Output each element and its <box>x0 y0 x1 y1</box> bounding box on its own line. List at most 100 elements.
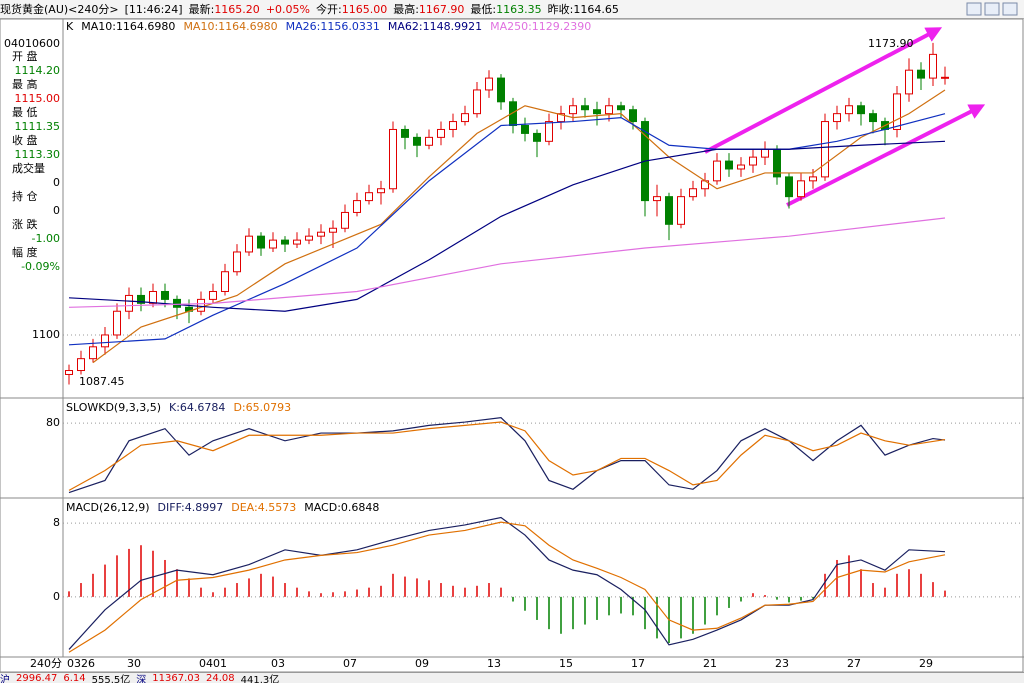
x-tick-label: 07 <box>343 657 357 670</box>
candle-body <box>929 53 937 79</box>
series-line <box>68 113 946 346</box>
candle-body <box>269 239 277 249</box>
legend-entry: MA250:1129.2390 <box>490 20 591 33</box>
status-bar: 沪 2996.47 6.14 555.5亿深 11367.03 24.08 441.3亿 <box>0 672 1024 683</box>
candle-body <box>905 69 913 95</box>
candle-body <box>149 290 157 304</box>
x-tick-label: 15 <box>559 657 573 670</box>
candle-body <box>305 235 313 241</box>
legend-entry: MA62:1148.9921 <box>388 20 482 33</box>
candle-body <box>317 231 325 237</box>
icon-button[interactable] <box>984 2 1000 16</box>
legend-entry: MA10:1164.6980 <box>81 20 175 33</box>
candle-body <box>401 128 409 138</box>
toolbar-icons[interactable] <box>966 2 1018 16</box>
series-line <box>68 516 946 650</box>
candle-body <box>209 290 217 300</box>
info-value: 0 <box>53 204 60 217</box>
field-label: 今开: <box>315 3 342 16</box>
candle-body <box>341 211 349 229</box>
legend-entry: DEA:4.5573 <box>231 501 296 514</box>
candle-body <box>485 77 493 91</box>
candle-body <box>833 113 841 123</box>
candle-body <box>77 358 85 372</box>
candle-body <box>197 298 205 312</box>
candle-body <box>869 113 877 123</box>
candle-body <box>113 310 121 336</box>
field-label: 最低: <box>470 3 497 16</box>
y-tick-label: 80 <box>46 416 60 429</box>
info-value: 0 <box>53 176 60 189</box>
info-label: 开 盘 <box>12 49 38 63</box>
candle-body <box>785 176 793 198</box>
x-tick-label: 03 <box>271 657 285 670</box>
x-tick-label: 13 <box>487 657 501 670</box>
icon-button[interactable] <box>966 2 982 16</box>
info-value: 1114.20 <box>15 64 61 77</box>
legend-entry: MACD:0.6848 <box>304 501 379 514</box>
candle-body <box>917 69 925 79</box>
series-line <box>68 417 946 494</box>
candle-body <box>245 235 253 253</box>
candle-body <box>89 346 97 360</box>
candle-body <box>677 196 685 225</box>
candle-body <box>461 113 469 123</box>
candle-body <box>521 125 529 134</box>
x-tick-label: 29 <box>919 657 933 670</box>
legend-entry: MA10:1164.6980 <box>183 20 277 33</box>
field-label: 最新: <box>188 3 215 16</box>
candle-body <box>125 294 133 312</box>
field-value: +0.05% <box>265 2 310 16</box>
candle-body <box>893 93 901 130</box>
info-label: 最 高 <box>12 77 38 91</box>
x-tick-label: 23 <box>775 657 789 670</box>
candle-body <box>653 196 661 202</box>
x-tick-label: 27 <box>847 657 861 670</box>
x-tick-label: 09 <box>415 657 429 670</box>
candle-body <box>749 156 757 166</box>
candle-body <box>497 77 505 103</box>
candle-body <box>737 164 745 170</box>
candle-body <box>821 121 829 178</box>
candle-body <box>437 128 445 138</box>
x-tick-label: 21 <box>703 657 717 670</box>
legend-entry: DIFF:4.8997 <box>158 501 224 514</box>
candle-body <box>545 121 553 142</box>
info-value: 1111.35 <box>15 120 61 133</box>
legend-entry: MA26:1156.0331 <box>286 20 380 33</box>
candle-body <box>161 290 169 300</box>
icon-button[interactable] <box>1002 2 1018 16</box>
status-item: 441.3亿 <box>240 675 280 683</box>
candle-body <box>449 121 457 130</box>
candle-body <box>221 271 229 292</box>
x-tick-label: 0326 <box>67 657 95 670</box>
candle-body <box>617 105 625 111</box>
status-item: 11367.03 <box>152 673 200 683</box>
trend-arrow <box>704 27 943 154</box>
candle-body <box>365 192 373 202</box>
info-value: -0.09% <box>21 260 60 273</box>
y-tick-label: 8 <box>53 516 60 529</box>
x-tick-label: 17 <box>631 657 645 670</box>
candle-body <box>845 105 853 115</box>
status-item: 2996.47 <box>16 673 58 683</box>
candle-body <box>101 334 109 348</box>
candle-body <box>665 196 673 225</box>
candle-body <box>353 200 361 213</box>
title: 现货黄金(AU)<240分> <box>0 3 119 16</box>
candle-body <box>473 89 481 115</box>
candle-body <box>569 105 577 115</box>
candle-body <box>137 294 145 304</box>
field-value: 1165.00 <box>341 2 388 16</box>
candle-body <box>173 298 181 308</box>
status-item: 555.5亿 <box>91 675 131 683</box>
trend-arrow <box>786 104 986 207</box>
candle-body <box>509 101 517 127</box>
candle-body <box>425 136 433 146</box>
candle-body <box>605 105 613 115</box>
series-line <box>68 421 946 491</box>
series-line <box>68 140 946 312</box>
field-value: 1164.65 <box>573 2 619 16</box>
candle-body <box>233 251 241 273</box>
